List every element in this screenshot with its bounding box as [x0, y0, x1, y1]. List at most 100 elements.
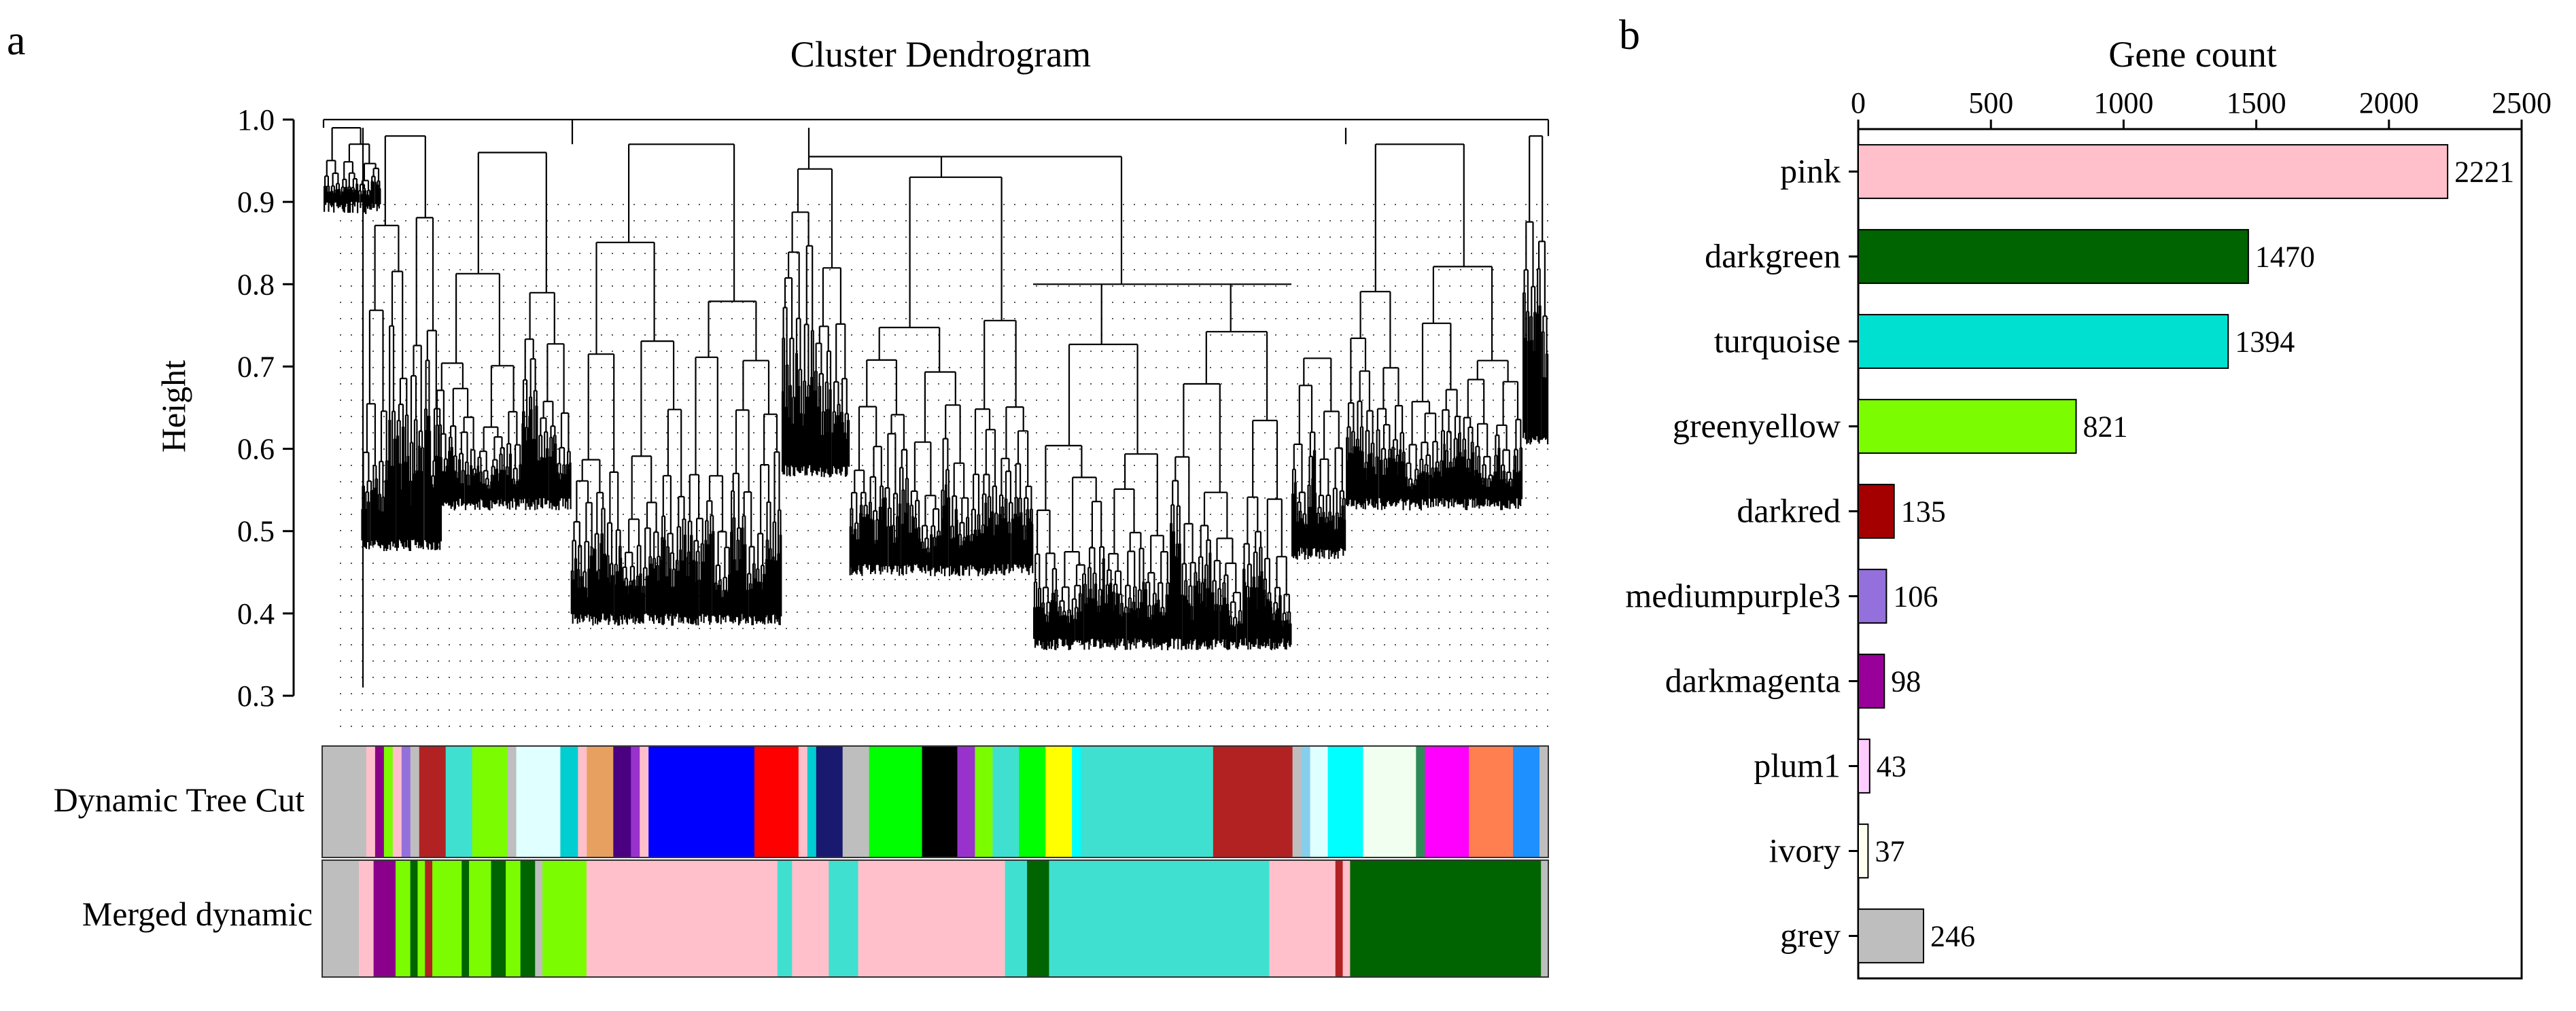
- x-tick-label: 0: [1851, 86, 1866, 120]
- color-segment: [1005, 860, 1028, 977]
- bar-darkmagenta: [1858, 654, 1885, 709]
- color-segment: [462, 860, 470, 977]
- y-tick-label: 0.3: [237, 679, 275, 713]
- color-segment: [432, 860, 462, 977]
- color-segment: [375, 746, 385, 857]
- color-segment: [396, 860, 411, 977]
- color-segment: [1539, 746, 1549, 857]
- panel-b-letter: b: [1619, 12, 1640, 58]
- color-segment: [359, 860, 375, 977]
- row-label-merged-dynamic: Merged dynamic: [82, 895, 313, 933]
- color-segment: [383, 746, 394, 857]
- x-tick-label: 2500: [2492, 86, 2552, 120]
- color-segment: [392, 746, 402, 857]
- color-segment: [975, 746, 993, 857]
- bar-value-label: 43: [1877, 750, 1907, 783]
- module-color-rows: [321, 745, 1549, 978]
- color-segment: [922, 746, 958, 857]
- bar-category-label: turquoise: [1714, 322, 1841, 360]
- bar-category-label: plum1: [1754, 747, 1841, 785]
- panel-a-letter: a: [7, 18, 26, 64]
- plot-frame: [1857, 128, 2523, 980]
- bar-value-label: 135: [1901, 495, 1946, 529]
- color-segment: [587, 746, 614, 857]
- dendrogram-y-axis-label: Height: [154, 360, 192, 453]
- color-segment: [419, 746, 447, 857]
- color-segment: [520, 860, 536, 977]
- bar-ivory: [1858, 823, 1869, 879]
- color-segment: [992, 746, 1020, 857]
- color-segment: [1363, 746, 1416, 857]
- color-segment: [957, 746, 976, 857]
- bar-category-label: greenyellow: [1673, 407, 1841, 445]
- bar-greenyellow: [1858, 399, 2077, 454]
- color-segment: [1350, 860, 1542, 977]
- color-segment: [777, 860, 793, 977]
- color-segment: [829, 860, 859, 977]
- bar-category-label: darkred: [1737, 492, 1841, 530]
- y-tick-label: 0.5: [237, 515, 275, 548]
- color-segment: [578, 746, 587, 857]
- dendrogram-title: Cluster Dendrogram: [790, 34, 1091, 75]
- color-segment: [1310, 746, 1329, 857]
- color-segment: [472, 746, 508, 857]
- dendrogram-y-axis: 1.0 0.9 0.8 0.7 0.6 0.5 0.4 0.3: [237, 103, 295, 713]
- bar-category-label: grey: [1780, 917, 1841, 955]
- color-segment: [322, 860, 360, 977]
- color-segment: [1327, 746, 1364, 857]
- row-label-dynamic-tree-cut: Dynamic Tree Cut: [54, 781, 305, 819]
- color-segment: [648, 746, 755, 857]
- bar-value-label: 246: [1930, 920, 1975, 953]
- color-segment: [1335, 860, 1344, 977]
- bar-turquoise: [1858, 314, 2229, 369]
- bar-category-label: darkgreen: [1705, 237, 1841, 275]
- bar-category-label: ivory: [1769, 832, 1841, 870]
- bar-value-label: 1394: [2235, 325, 2295, 359]
- color-segment: [869, 746, 923, 857]
- dendrogram-branches: [322, 118, 1550, 688]
- x-tick-label: 2000: [2359, 86, 2419, 120]
- x-tick-label: 500: [1968, 86, 2013, 120]
- color-segment: [1081, 746, 1214, 857]
- color-segment: [613, 746, 631, 857]
- color-segment: [506, 860, 521, 977]
- color-segment: [1072, 746, 1081, 857]
- color-segment: [858, 860, 1006, 977]
- color-segment: [640, 746, 649, 857]
- bar-value-label: 37: [1875, 835, 1904, 868]
- bar-value-label: 821: [2083, 410, 2128, 444]
- color-row-frame: [321, 859, 1549, 978]
- bar-darkgreen: [1858, 229, 2249, 284]
- color-segment: [1049, 860, 1270, 977]
- color-segment: [417, 860, 425, 977]
- bar-mediumpurple3: [1858, 569, 1887, 624]
- color-segment: [816, 746, 843, 857]
- bar-category-label: mediumpurple3: [1625, 577, 1841, 615]
- color-segment: [410, 746, 420, 857]
- bar-value-label: 98: [1891, 665, 1921, 698]
- color-segment: [1416, 746, 1425, 857]
- color-segment: [807, 746, 817, 857]
- bar-plum1: [1858, 739, 1870, 794]
- color-segment: [535, 860, 543, 977]
- color-segment: [586, 860, 778, 977]
- y-tick-label: 0.8: [237, 268, 275, 301]
- y-tick-label: 0.6: [237, 433, 275, 466]
- x-tick-label: 1000: [2093, 86, 2153, 120]
- color-segment: [798, 746, 808, 857]
- color-segment: [842, 746, 870, 857]
- bar-pink: [1858, 144, 2449, 199]
- y-tick-label: 0.4: [237, 597, 275, 631]
- color-segment: [516, 746, 561, 857]
- color-segment: [631, 746, 640, 857]
- bar-category-label: darkmagenta: [1665, 662, 1841, 700]
- dendrogram-tree: [322, 118, 1550, 688]
- color-segment: [373, 860, 396, 977]
- color-segment: [410, 860, 419, 977]
- color-segment: [1269, 860, 1336, 977]
- color-segment: [445, 746, 473, 857]
- color-segment: [425, 860, 433, 977]
- color-segment: [1541, 860, 1549, 977]
- bar-chart-title: Gene count: [2108, 34, 2276, 75]
